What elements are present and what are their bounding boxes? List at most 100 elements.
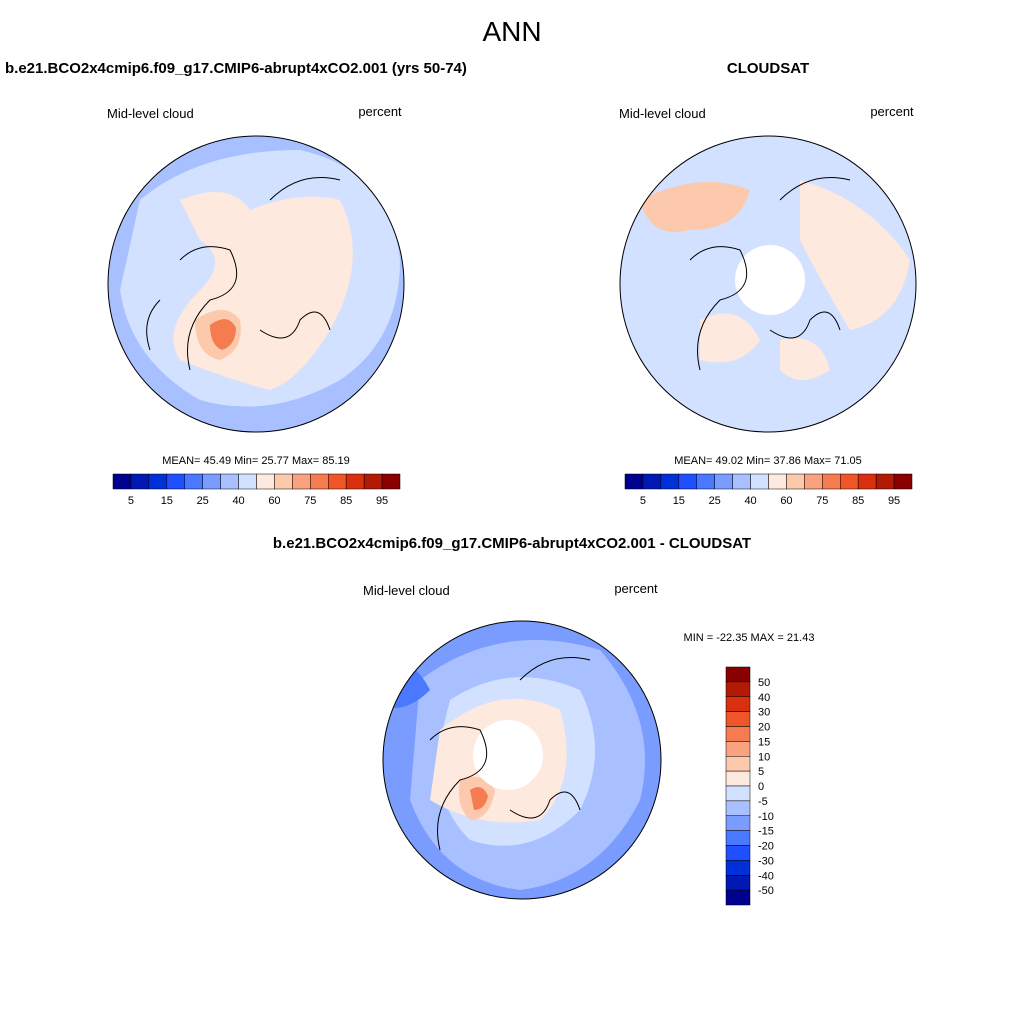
stat-value: 45.49 (204, 455, 232, 467)
colorbar-box (725, 726, 751, 742)
colorbar-box (857, 473, 877, 490)
panel-title: CLOUDSAT (727, 60, 809, 77)
stat-value: 25.77 (261, 455, 289, 467)
colorbar-box (310, 473, 329, 490)
colorbar-label: 15 (161, 495, 173, 507)
stat-label: Max= (804, 455, 831, 467)
colorbar-box (696, 473, 715, 490)
colorbar-box (345, 473, 365, 490)
colorbar-box (202, 473, 221, 490)
stat-value: 71.05 (834, 455, 862, 467)
colorbar-box (725, 875, 751, 891)
stat-label: MIN = (684, 632, 714, 644)
colorbar-label: 75 (304, 495, 316, 507)
left-label: Mid-level cloud (107, 106, 194, 121)
colorbar-label: 95 (376, 495, 388, 507)
stat-label: Min= (746, 455, 770, 467)
map (383, 621, 661, 899)
colorbar-label: -30 (758, 855, 774, 867)
map (108, 136, 404, 432)
stat-label: MEAN= (162, 455, 200, 467)
colorbar-label: 95 (888, 495, 900, 507)
colorbar-label: 20 (758, 722, 770, 734)
right-label: percent (870, 104, 914, 119)
stat-label: Max= (292, 455, 319, 467)
colorbar-box (166, 473, 185, 490)
colorbar-box (184, 473, 203, 490)
right-label: percent (614, 581, 658, 596)
colorbar-box (786, 473, 805, 490)
panel-title: b.e21.BCO2x4cmip6.f09_g17.CMIP6-abrupt4x… (273, 535, 751, 552)
colorbar-label: 15 (758, 736, 770, 748)
colorbar-label: -15 (758, 826, 774, 838)
map-border (619, 135, 917, 433)
stat-value: 37.86 (773, 455, 801, 467)
colorbar-label: 85 (852, 495, 864, 507)
colorbar-label: 40 (758, 692, 770, 704)
colorbar-label: 10 (758, 751, 770, 763)
colorbar-box (732, 473, 751, 490)
colorbar-label: 30 (758, 707, 770, 719)
stats: MEAN= 45.49 Min= 25.77 Max= 85.19 (162, 455, 350, 467)
colorbar-label: 40 (232, 495, 244, 507)
colorbar-box (893, 473, 913, 490)
colorbar-box (130, 473, 150, 490)
colorbar-label: 40 (744, 495, 756, 507)
colorbar-box (725, 845, 751, 861)
colorbar-label: -50 (758, 885, 774, 897)
stat-value: -22.35 (716, 632, 747, 644)
colorbar-box (714, 473, 733, 490)
colorbar-box (148, 473, 168, 490)
colorbar-label: 75 (816, 495, 828, 507)
colorbar-box (220, 473, 239, 490)
colorbar-label: 15 (673, 495, 685, 507)
colorbar-label: 25 (197, 495, 209, 507)
map-border (382, 620, 662, 900)
colorbar-box (238, 473, 257, 490)
colorbar-box (840, 473, 859, 490)
left-label: Mid-level cloud (363, 583, 450, 598)
colorbar-box (822, 473, 841, 490)
right-label: percent (358, 104, 402, 119)
colorbar-label: 50 (758, 677, 770, 689)
stat-label: MEAN= (674, 455, 712, 467)
colorbar-box (725, 800, 751, 816)
colorbar-box (328, 473, 347, 490)
colorbar-box (750, 473, 769, 490)
colorbar-box (660, 473, 680, 490)
figure-title: ANN (482, 16, 541, 47)
map (620, 136, 916, 432)
colorbar-box (725, 666, 751, 683)
colorbar-label: -20 (758, 841, 774, 853)
colorbar-box (274, 473, 293, 490)
colorbar-box (725, 711, 751, 727)
stats: MIN = -22.35 MAX = 21.43 (684, 632, 815, 644)
colorbar-box (875, 473, 895, 490)
colorbar-box (678, 473, 697, 490)
colorbar-label: 5 (758, 766, 764, 778)
colorbar-box (381, 473, 401, 490)
colorbar-box (768, 473, 787, 490)
left-label: Mid-level cloud (619, 106, 706, 121)
stat-label: MAX = (751, 632, 784, 644)
colorbar-box (725, 696, 751, 712)
stat-value: 85.19 (322, 455, 350, 467)
colorbar-box (624, 473, 644, 490)
colorbar-box (725, 830, 751, 846)
colorbar-box (725, 741, 751, 757)
colorbar-label: 85 (340, 495, 352, 507)
map-border (107, 135, 405, 433)
colorbar-box (725, 889, 751, 906)
colorbar-box (725, 815, 751, 831)
colorbar-label: 60 (268, 495, 280, 507)
colorbar-box (725, 681, 751, 697)
colorbar-box (292, 473, 311, 490)
colorbar-label: 25 (709, 495, 721, 507)
colorbar-box (112, 473, 132, 490)
stat-value: 21.43 (787, 632, 815, 644)
colorbar-box (642, 473, 662, 490)
panel-title: b.e21.BCO2x4cmip6.f09_g17.CMIP6-abrupt4x… (5, 60, 467, 77)
colorbar-label: 5 (640, 495, 646, 507)
